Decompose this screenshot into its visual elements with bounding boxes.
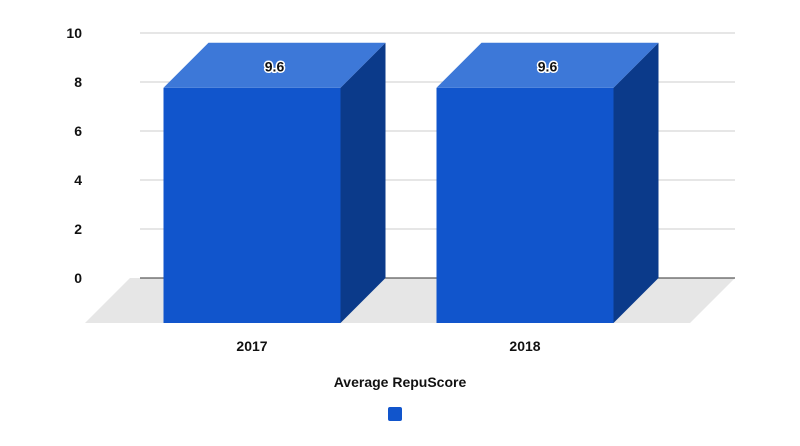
data-label: 9.6 bbox=[265, 58, 285, 74]
bar-2018[interactable] bbox=[436, 42, 659, 324]
bar-side-face bbox=[613, 42, 659, 324]
x-tick-label: 2017 bbox=[236, 338, 267, 354]
data-label: 9.6 bbox=[538, 58, 558, 74]
y-tick-label: 0 bbox=[74, 270, 82, 286]
bar-top-face bbox=[436, 42, 659, 88]
legend-swatch[interactable] bbox=[388, 407, 402, 421]
bar-front-face bbox=[436, 87, 614, 323]
x-tick-label: 2018 bbox=[509, 338, 540, 354]
bar-2017[interactable] bbox=[163, 42, 386, 324]
y-tick-label: 2 bbox=[74, 221, 82, 237]
y-tick-label: 10 bbox=[66, 25, 82, 41]
bar-side-face bbox=[340, 42, 386, 324]
legend-entry-label: Average RepuScore bbox=[333, 374, 467, 390]
y-axis-ticks: 0 2 4 6 8 10 bbox=[66, 25, 82, 286]
data-labels: 9.6 9.6 bbox=[263, 57, 559, 76]
bars bbox=[163, 42, 659, 324]
y-tick-label: 4 bbox=[74, 172, 82, 188]
bar-top-face bbox=[163, 42, 386, 88]
bar-front-face bbox=[163, 87, 341, 323]
x-axis-ticks: 2017 2018 bbox=[236, 338, 540, 354]
y-tick-label: 6 bbox=[74, 123, 82, 139]
y-tick-label: 8 bbox=[74, 74, 82, 90]
